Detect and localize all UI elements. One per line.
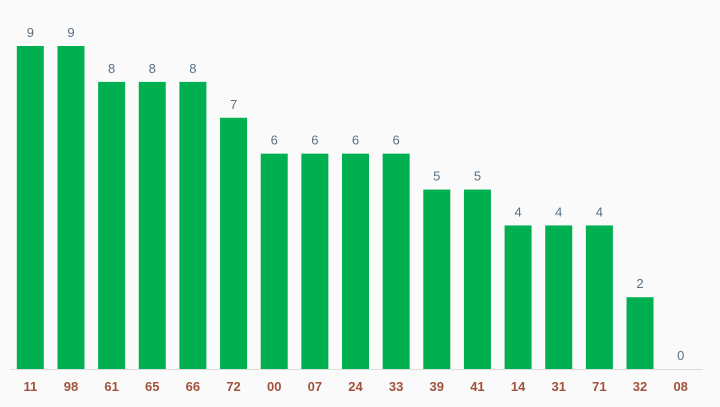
bar-14 — [504, 225, 532, 369]
value-label-11: 9 — [27, 25, 34, 40]
category-label-39: 39 — [430, 379, 444, 394]
bar-39 — [423, 189, 451, 369]
value-label-72: 7 — [230, 97, 237, 112]
category-label-61: 61 — [104, 379, 118, 394]
bar-07 — [301, 153, 329, 369]
bar-11 — [16, 46, 44, 369]
value-label-14: 4 — [514, 204, 521, 219]
category-label-07: 07 — [308, 379, 322, 394]
value-label-31: 4 — [555, 204, 562, 219]
value-labels-group: 9 9 8 8 8 7 6 6 6 6 5 5 4 4 4 2 0 — [27, 25, 685, 363]
bar-98 — [57, 46, 85, 369]
value-label-61: 8 — [108, 61, 115, 76]
bar-72 — [220, 117, 248, 369]
category-label-00: 00 — [267, 379, 281, 394]
bar-71 — [585, 225, 613, 369]
category-label-71: 71 — [592, 379, 606, 394]
value-label-41: 5 — [474, 169, 481, 184]
bar-61 — [98, 81, 126, 369]
category-label-24: 24 — [348, 379, 363, 394]
value-label-65: 8 — [149, 61, 156, 76]
bar-33 — [382, 153, 410, 369]
value-label-33: 6 — [393, 133, 400, 148]
value-label-39: 5 — [433, 169, 440, 184]
category-label-11: 11 — [23, 379, 37, 394]
value-label-08: 0 — [677, 348, 684, 363]
bar-65 — [138, 81, 166, 369]
category-label-98: 98 — [64, 379, 78, 394]
category-label-72: 72 — [226, 379, 240, 394]
value-label-07: 6 — [311, 133, 318, 148]
bar-31 — [545, 225, 573, 369]
category-label-32: 32 — [633, 379, 647, 394]
bars-group — [16, 46, 654, 369]
value-label-66: 8 — [189, 61, 196, 76]
value-label-32: 2 — [636, 276, 643, 291]
bar-24 — [342, 153, 369, 369]
bar-41 — [463, 189, 491, 369]
category-label-14: 14 — [511, 379, 526, 394]
value-label-71: 4 — [596, 204, 603, 219]
category-label-31: 31 — [552, 379, 566, 394]
category-label-66: 66 — [186, 379, 200, 394]
category-labels-group: 11 98 61 65 66 72 00 07 24 33 39 41 14 31 71 32 08 — [23, 379, 687, 394]
bar-32 — [626, 297, 654, 369]
category-label-65: 65 — [145, 379, 159, 394]
value-label-00: 6 — [271, 133, 278, 148]
value-label-98: 9 — [67, 25, 74, 40]
category-label-41: 41 — [470, 379, 484, 394]
value-label-24: 6 — [352, 133, 359, 148]
category-label-33: 33 — [389, 379, 403, 394]
bar-66 — [179, 81, 207, 369]
category-label-08: 08 — [673, 379, 687, 394]
bar-00 — [260, 153, 288, 369]
